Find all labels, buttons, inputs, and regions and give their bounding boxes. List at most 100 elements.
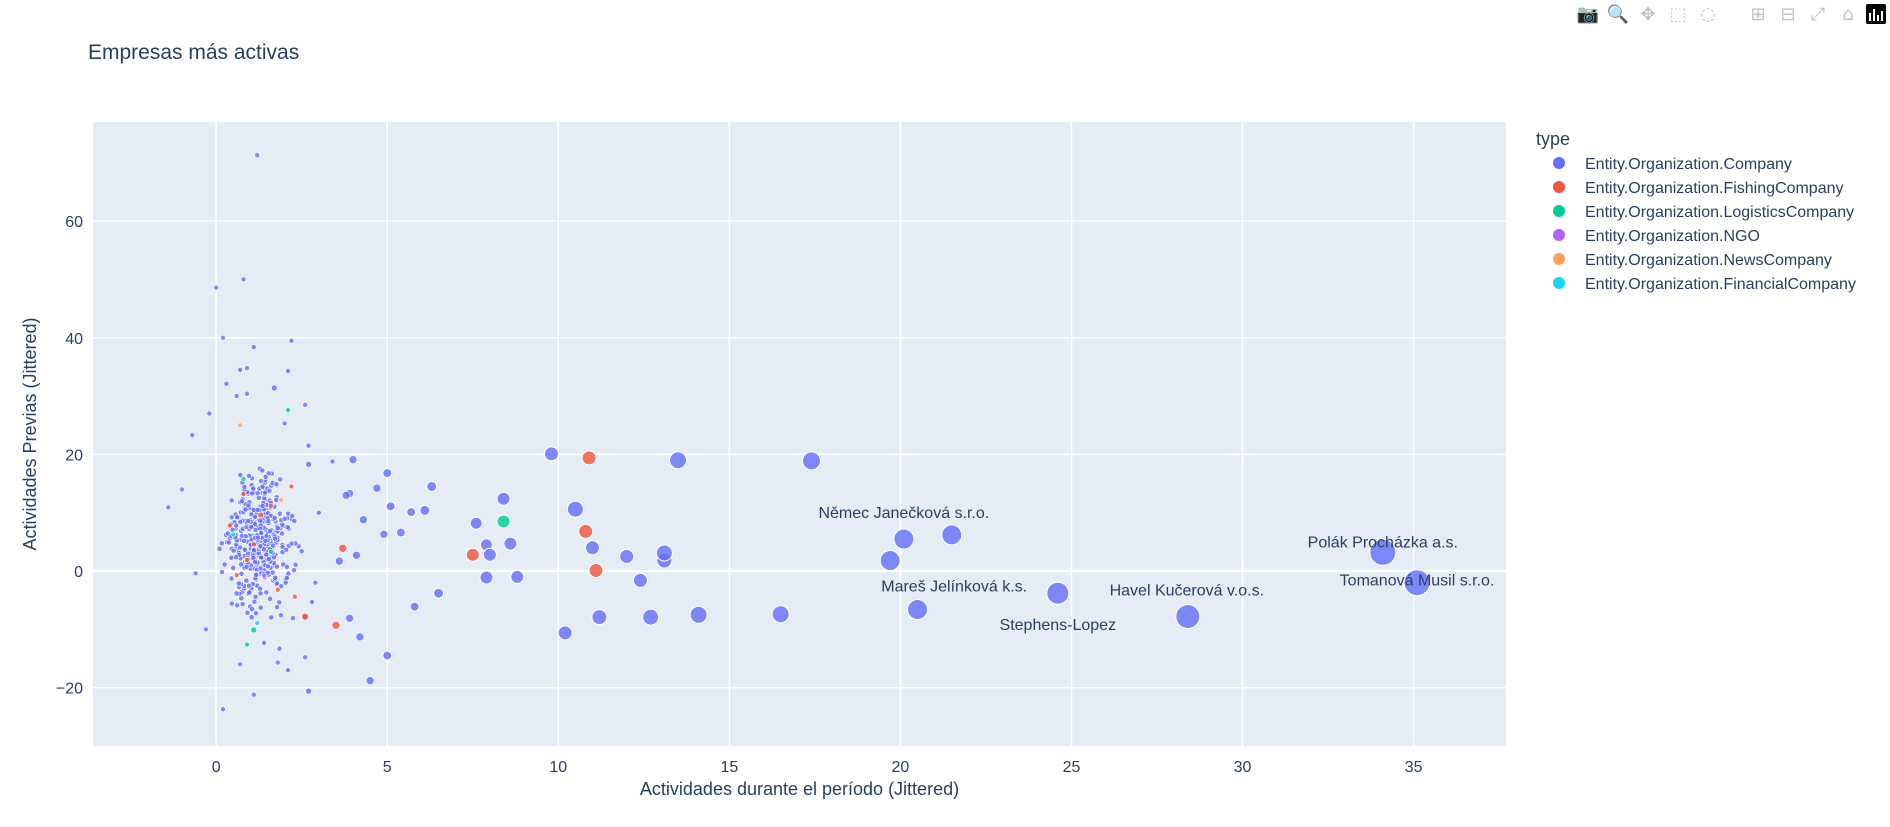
data-point-fishingcompany[interactable] xyxy=(301,612,309,621)
data-point-logisticscompany[interactable] xyxy=(285,407,291,413)
data-point-company[interactable] xyxy=(165,504,172,511)
data-point-company[interactable] xyxy=(316,509,322,516)
data-point-company[interactable] xyxy=(395,527,406,538)
data-point-company[interactable] xyxy=(213,284,219,291)
data-point-company[interactable] xyxy=(329,458,336,465)
data-point-company[interactable] xyxy=(348,455,358,464)
data-point-company[interactable] xyxy=(233,590,240,597)
data-point-fishingcompany[interactable] xyxy=(465,547,480,562)
data-point-company[interactable] xyxy=(239,601,246,608)
data-point-logisticscompany[interactable] xyxy=(250,626,258,634)
data-point-company[interactable] xyxy=(251,513,258,520)
data-point-company[interactable] xyxy=(262,537,269,544)
data-point-company[interactable] xyxy=(503,536,518,551)
data-point-company[interactable] xyxy=(230,565,237,571)
data-point-company[interactable] xyxy=(292,561,299,568)
data-point-company[interactable] xyxy=(189,432,196,438)
legend-item[interactable]: Entity.Organization.FinancialCompany xyxy=(1552,276,1856,293)
data-point-company[interactable] xyxy=(249,606,255,613)
data-point-company[interactable] xyxy=(496,491,511,506)
data-point-company[interactable] xyxy=(1046,581,1070,605)
data-point-fishingcompany[interactable] xyxy=(292,593,298,600)
data-point-company[interactable] xyxy=(246,589,253,596)
data-point-company[interactable] xyxy=(305,461,312,468)
data-point-financialcompany[interactable] xyxy=(230,531,237,538)
data-point-company[interactable] xyxy=(242,533,249,540)
data-point-logisticscompany[interactable] xyxy=(244,641,250,648)
data-point-company[interactable] xyxy=(249,490,256,497)
data-point-company[interactable] xyxy=(221,561,228,568)
data-point-company[interactable] xyxy=(278,583,285,590)
data-point-company[interactable] xyxy=(254,152,261,159)
data-point-company[interactable] xyxy=(282,579,289,586)
data-point-company[interactable] xyxy=(237,661,243,668)
data-point-company[interactable] xyxy=(382,650,393,661)
data-point-fishingcompany[interactable] xyxy=(581,450,597,466)
data-point-company[interactable] xyxy=(245,502,252,509)
data-point-company[interactable] xyxy=(252,593,259,600)
data-point-company[interactable] xyxy=(257,604,264,611)
zoom-icon[interactable]: 🔍 xyxy=(1606,3,1630,25)
pan-icon[interactable]: ✥ xyxy=(1640,3,1656,25)
data-point-company[interactable] xyxy=(279,521,286,528)
data-point-fishingcompany[interactable] xyxy=(257,511,264,519)
data-point-company[interactable] xyxy=(469,516,483,530)
data-point-company[interactable] xyxy=(228,600,235,607)
data-point-company[interactable] xyxy=(801,451,821,471)
data-point-fishingcompany[interactable] xyxy=(244,557,250,563)
data-point-company[interactable] xyxy=(409,601,420,612)
data-point-company[interactable] xyxy=(274,604,280,611)
data-point-company[interactable] xyxy=(365,676,375,685)
data-point-logisticscompany[interactable] xyxy=(240,476,247,482)
data-point-company[interactable] xyxy=(237,519,244,525)
data-point-company[interactable] xyxy=(254,507,261,513)
legend-item[interactable]: Entity.Organization.Company xyxy=(1552,156,1792,173)
data-point-company[interactable] xyxy=(879,550,901,572)
data-point-company[interactable] xyxy=(266,528,273,534)
data-point-company[interactable] xyxy=(233,393,240,399)
data-point-company[interactable] xyxy=(382,468,393,479)
data-point-company[interactable] xyxy=(251,691,257,698)
data-point-company[interactable] xyxy=(216,545,223,552)
data-point-ngo[interactable] xyxy=(261,572,267,579)
data-point-company[interactable] xyxy=(228,575,235,582)
data-point-company[interactable] xyxy=(265,555,272,562)
data-point-company[interactable] xyxy=(265,518,272,525)
data-point-company[interactable] xyxy=(253,571,259,578)
data-point-company[interactable] xyxy=(385,501,396,512)
data-point-company[interactable] xyxy=(230,547,237,554)
data-point-company[interactable] xyxy=(285,667,291,673)
data-point-company[interactable] xyxy=(203,626,209,633)
data-point-company[interactable] xyxy=(345,613,354,623)
data-point-company[interactable] xyxy=(510,569,525,584)
box-select-icon[interactable]: ⬚ xyxy=(1669,3,1687,25)
data-point-company[interactable] xyxy=(406,507,417,518)
data-point-company[interactable] xyxy=(284,524,291,531)
legend-item[interactable]: Entity.Organization.FishingCompany xyxy=(1552,180,1844,197)
data-point-company[interactable] xyxy=(291,518,298,524)
data-point-company[interactable] xyxy=(258,530,265,536)
data-point-company[interactable] xyxy=(233,522,240,529)
data-point-company[interactable] xyxy=(237,544,244,551)
data-point-company[interactable] xyxy=(312,579,319,586)
data-point-company[interactable] xyxy=(239,498,245,505)
data-point-fishingcompany[interactable] xyxy=(588,562,604,578)
data-point-company[interactable] xyxy=(261,639,267,646)
data-point-newscompany[interactable] xyxy=(237,422,243,429)
data-point-company[interactable] xyxy=(253,610,259,617)
data-point-company[interactable] xyxy=(274,659,281,666)
data-point-company[interactable] xyxy=(242,506,249,513)
data-point-company[interactable] xyxy=(543,446,559,462)
data-point-company[interactable] xyxy=(309,599,315,605)
data-point-company[interactable] xyxy=(255,534,261,541)
data-point-company[interactable] xyxy=(259,483,266,490)
data-point-company[interactable] xyxy=(244,609,251,616)
legend-item[interactable]: Entity.Organization.NGO xyxy=(1552,228,1760,245)
data-point-company[interactable] xyxy=(276,599,283,606)
data-point-company[interactable] xyxy=(257,517,264,524)
data-point-company[interactable] xyxy=(482,547,497,562)
data-point-company[interactable] xyxy=(259,467,266,474)
data-point-company[interactable] xyxy=(305,442,312,449)
data-point-company[interactable] xyxy=(237,472,244,478)
data-point-company[interactable] xyxy=(419,504,431,516)
